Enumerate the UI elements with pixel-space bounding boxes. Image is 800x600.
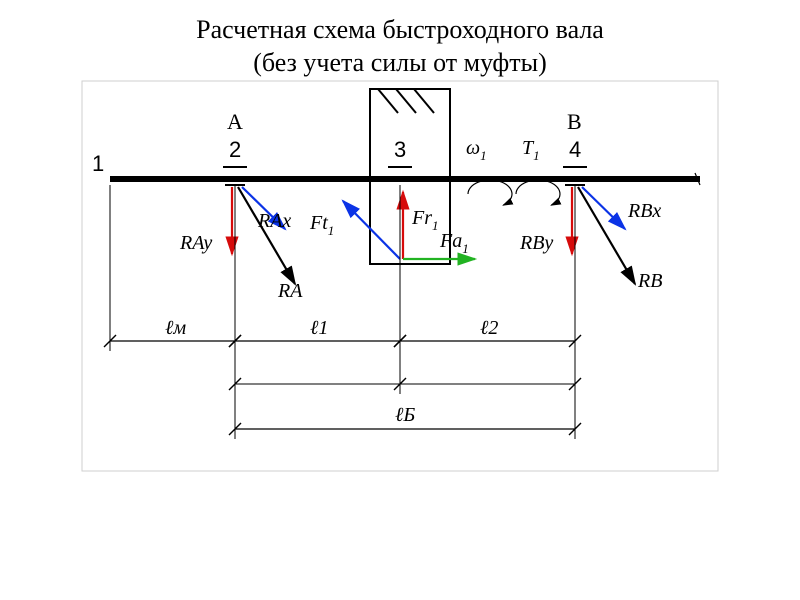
force-RB: [578, 187, 635, 284]
force-RBx: [582, 187, 625, 229]
force-RBy-label: RBy: [519, 232, 553, 254]
omega-arc: [468, 180, 512, 205]
hatch-line: [378, 89, 398, 113]
point-number: 4: [569, 137, 581, 162]
force-RA-label: RA: [277, 280, 303, 302]
force-RAy-label: RAy: [179, 232, 212, 254]
shaft-diagram: 12A34Bω1T1RAyRAxRAFt1Fr1Fa1RByRBxRBℓмℓ1ℓ…: [0, 79, 800, 549]
omega-arc-label: ω1: [466, 137, 487, 163]
torque-arc: [516, 180, 560, 205]
point-number: 2: [229, 137, 241, 162]
dim-lB-label: ℓБ: [395, 404, 415, 426]
diagram-title: Расчетная схема быстроходного вала (без …: [0, 0, 800, 79]
point-number: 3: [394, 137, 406, 162]
point-letter: A: [227, 109, 243, 134]
point-letter: B: [567, 109, 582, 134]
force-RBx-label: RBx: [627, 200, 661, 222]
point-number: 1: [92, 151, 104, 176]
force-Ft1-label: Ft1: [309, 212, 334, 238]
force-Fa1-label: Fa1: [439, 230, 469, 256]
dim-lM-label: ℓм: [165, 317, 186, 339]
force-RA: [238, 187, 295, 284]
torque-arc-label: T1: [522, 137, 540, 163]
title-line1: Расчетная схема быстроходного вала: [196, 15, 604, 44]
title-line2: (без учета силы от муфты): [253, 48, 547, 77]
hatch-line: [396, 89, 416, 113]
hatch-line: [414, 89, 434, 113]
dim-l2-label: ℓ2: [480, 317, 498, 339]
force-Ft1: [343, 201, 400, 259]
force-Fr1-label: Fr1: [411, 207, 439, 233]
dim-l1-label: ℓ1: [310, 317, 328, 339]
force-RB-label: RB: [637, 270, 662, 292]
